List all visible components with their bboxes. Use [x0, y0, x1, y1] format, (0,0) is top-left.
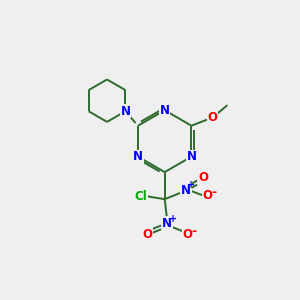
Text: N: N [181, 184, 191, 197]
Text: O: O [182, 228, 192, 241]
Text: O: O [142, 228, 152, 241]
Text: N: N [133, 150, 143, 163]
Text: O: O [198, 172, 208, 184]
Text: +: + [187, 180, 195, 190]
Text: O: O [208, 111, 218, 124]
Text: N: N [162, 217, 172, 230]
Text: O: O [202, 189, 212, 202]
Text: N: N [187, 150, 196, 163]
Text: -: - [211, 186, 216, 199]
Text: -: - [191, 225, 196, 238]
Text: N: N [160, 104, 170, 117]
Text: Cl: Cl [134, 190, 147, 203]
Text: +: + [169, 214, 177, 224]
Text: N: N [120, 105, 130, 118]
